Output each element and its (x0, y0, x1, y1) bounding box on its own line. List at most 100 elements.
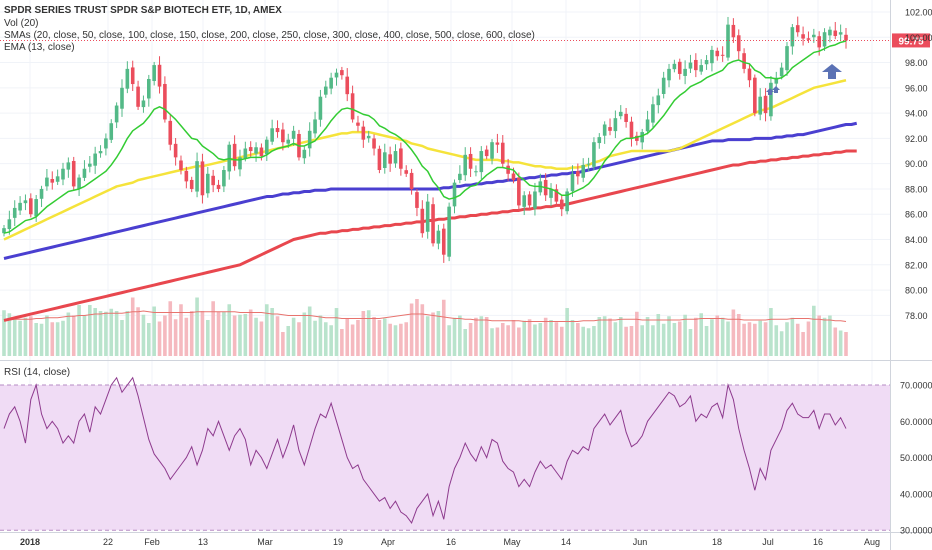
candle-body (527, 194, 532, 206)
volume-bar (318, 315, 323, 356)
candle-body (323, 86, 328, 95)
volume-bar (822, 317, 827, 356)
candle-body (431, 204, 435, 244)
volume-bar (248, 309, 253, 356)
volume-bar (173, 319, 178, 356)
candle-body (420, 208, 425, 234)
candle-body (179, 160, 183, 170)
candle-body (677, 61, 682, 74)
candle-body (490, 142, 494, 159)
volume-bar (726, 321, 730, 356)
volume-bar (522, 320, 527, 356)
candle-body (495, 142, 500, 145)
volume-bar (82, 315, 87, 356)
volume-bar (592, 326, 596, 356)
candle-body (699, 65, 703, 72)
candle-body (248, 147, 253, 152)
candle-body (39, 188, 44, 199)
volume-bar (372, 317, 376, 356)
candle-body (479, 151, 484, 173)
volume-bar (597, 317, 602, 356)
volume-bar (651, 325, 655, 356)
volume-bar (243, 314, 248, 356)
volume-bar (264, 304, 269, 356)
volume-bar (45, 315, 49, 356)
candle-body (136, 86, 140, 107)
candle-body (710, 49, 714, 64)
candle-body (409, 172, 414, 189)
volume-bar (479, 316, 484, 356)
time-tick-label: Feb (144, 537, 160, 547)
volume-bar (543, 317, 548, 356)
candle-body (404, 170, 409, 174)
candle-body (817, 36, 821, 48)
time-tick-label: 14 (561, 537, 571, 547)
volume-bar (329, 325, 333, 356)
candle-body (774, 77, 779, 84)
volume-bar (484, 317, 489, 356)
candle-body (833, 30, 838, 37)
volume-bar (163, 315, 167, 356)
time-tick-label: 18 (712, 537, 722, 547)
volume-bar (361, 311, 366, 356)
volume-bar (844, 332, 848, 356)
candle-body (29, 198, 33, 215)
time-tick-label: 22 (103, 537, 113, 547)
volume-bar (474, 317, 478, 356)
candle-body (635, 135, 639, 141)
volume-bar (179, 304, 183, 356)
candle-body (200, 161, 205, 196)
volume-bar (323, 322, 328, 356)
volume-bar (399, 323, 403, 356)
volume-bar (694, 317, 698, 356)
candle-body (184, 170, 189, 182)
candle-body (356, 122, 360, 126)
candle-body (458, 173, 462, 181)
volume-bar (222, 311, 226, 356)
volume-bar (189, 311, 194, 356)
volume-bar (833, 327, 838, 356)
candle-body (302, 149, 307, 159)
last-price-label: 99.75 (898, 36, 923, 47)
volume-bar (382, 318, 387, 356)
candle-body (559, 199, 564, 210)
last-price-badge (892, 33, 930, 48)
candle-body (345, 76, 350, 95)
time-tick-label: 19 (333, 537, 343, 547)
time-tick-label: Apr (381, 537, 395, 547)
volume-bar (71, 315, 76, 356)
volume-bar (683, 314, 687, 356)
volume-bar (259, 321, 264, 356)
candle-body (618, 111, 623, 117)
candle-body (318, 96, 323, 120)
volume-bar (404, 322, 409, 356)
volume-bar (538, 323, 543, 356)
price-tick-label: 88.00 (905, 184, 928, 194)
time-tick-label: 16 (813, 537, 823, 547)
candle-body (763, 95, 768, 114)
volume-bar (742, 323, 746, 356)
candle-body (688, 62, 693, 69)
volume-ma-line (4, 310, 847, 322)
candle-body (415, 192, 419, 208)
volume-bar (356, 320, 360, 356)
time-tick-label: Jul (762, 537, 774, 547)
candle-body (399, 148, 403, 169)
candle-body (715, 50, 720, 57)
price-tick-label: 84.00 (905, 235, 928, 245)
candle-body (23, 200, 28, 204)
candle-body (731, 24, 736, 38)
volume-bar (425, 316, 430, 356)
chart-title: SPDR SERIES TRUST SPDR S&P BIOTECH ETF, … (4, 5, 282, 16)
candle-body (838, 32, 843, 35)
volume-bar (586, 328, 591, 356)
candle-body (152, 65, 156, 82)
volume-bar (168, 301, 173, 356)
candle-body (613, 118, 618, 132)
candle-body (468, 153, 473, 169)
volume-bar (565, 308, 569, 356)
volume-bar (104, 311, 108, 356)
price-tick-label: 92.00 (905, 134, 928, 144)
